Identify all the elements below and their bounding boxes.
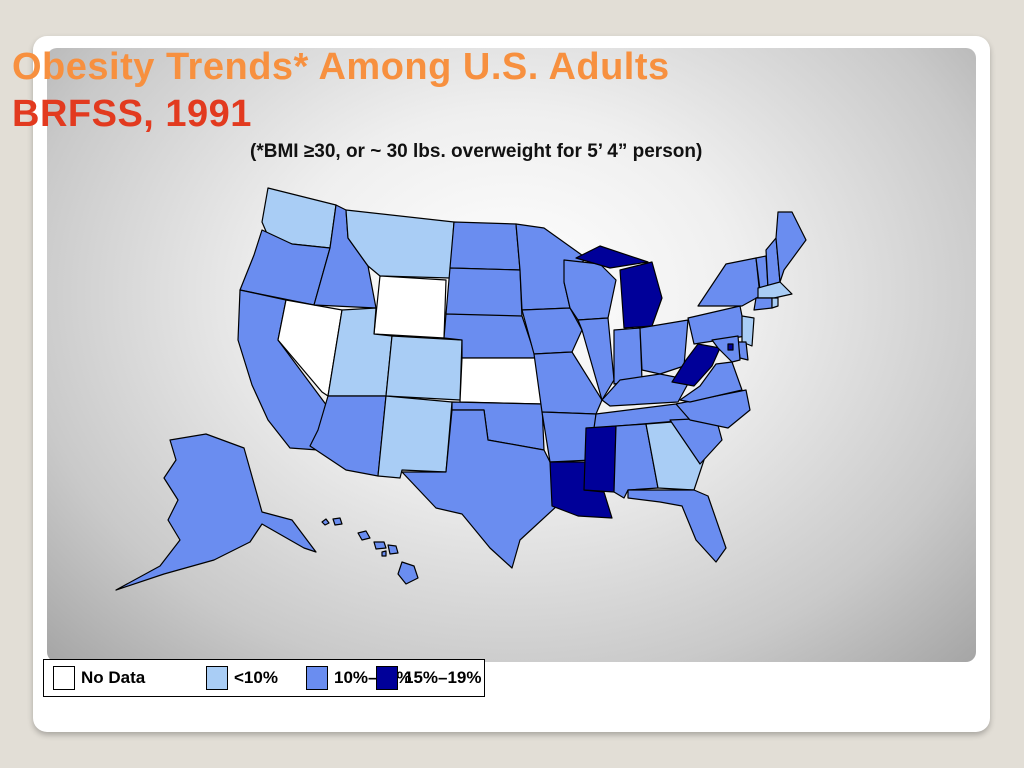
state-alaska: [115, 433, 317, 591]
state-nevada: [277, 299, 343, 397]
bmi-footnote: (*BMI ≥30, or ~ 30 lbs. overweight for 5…: [250, 141, 703, 162]
state-maine: [775, 211, 807, 283]
state-missouri: [533, 351, 603, 415]
state-florida: [627, 489, 727, 563]
state-district-of-columbia: [727, 343, 734, 351]
state-kansas: [459, 357, 543, 405]
legend-label: 15%–19%: [404, 668, 482, 687]
legend-swatch: [53, 666, 75, 690]
state-michigan: [575, 245, 663, 329]
state-new-york: [697, 257, 761, 307]
legend-swatch: [306, 666, 328, 690]
state-georgia: [645, 421, 705, 491]
state-hawaii: [321, 517, 419, 585]
state-new-jersey: [741, 315, 755, 347]
legend-label: 10%–14%: [334, 668, 412, 687]
slide-title: Obesity Trends* Among U.S. Adults: [12, 46, 670, 88]
state-colorado: [385, 335, 463, 401]
state-wyoming: [373, 275, 447, 339]
state-mississippi: [583, 425, 617, 493]
state-connecticut: [753, 297, 773, 311]
slide-subtitle-year: BRFSS, 1991: [12, 93, 252, 135]
state-texas: [401, 409, 559, 569]
state-wisconsin: [563, 259, 617, 321]
legend-label: <10%: [234, 668, 278, 687]
state-north-dakota: [449, 221, 521, 271]
state-rhode-island: [771, 297, 779, 309]
state-iowa: [521, 307, 583, 355]
state-illinois: [577, 317, 615, 401]
state-massachusetts: [757, 281, 793, 299]
legend-label: No Data: [81, 668, 146, 687]
state-indiana: [613, 327, 643, 385]
state-south-dakota: [445, 267, 523, 319]
legend-swatch: [376, 666, 398, 690]
legend-swatch: [206, 666, 228, 690]
state-maryland: [711, 335, 741, 363]
state-ohio: [639, 319, 689, 375]
state-new-mexico: [377, 395, 453, 479]
map-legend: No Data <10% 10%–14% 15%–19%: [43, 659, 485, 697]
state-west-virginia: [671, 343, 721, 387]
